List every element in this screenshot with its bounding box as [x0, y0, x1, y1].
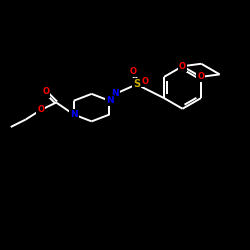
Text: O: O [130, 67, 137, 76]
Text: O: O [198, 72, 204, 82]
Text: N: N [112, 90, 119, 98]
Text: O: O [142, 77, 149, 86]
Text: O: O [37, 106, 44, 114]
Text: N: N [70, 110, 78, 119]
Text: O: O [179, 62, 186, 71]
Text: N: N [106, 96, 113, 105]
Text: O: O [42, 88, 49, 96]
Text: S: S [133, 80, 140, 90]
